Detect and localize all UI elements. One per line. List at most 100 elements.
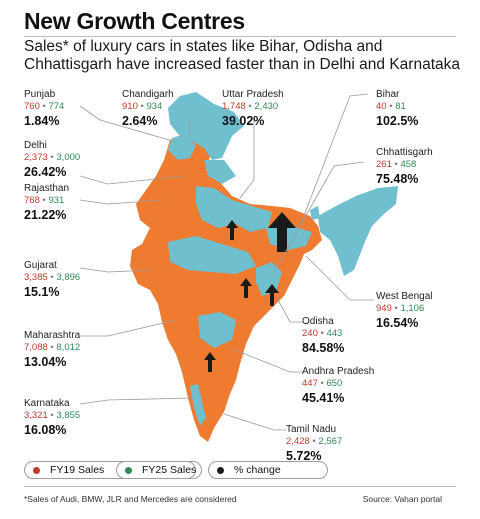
pct-value: 84.58: [302, 341, 334, 355]
state-values: 3,321 • 3,855: [24, 410, 80, 422]
separator: •: [42, 101, 46, 112]
fy19-value: 447: [302, 378, 318, 389]
sikkim-region: [310, 206, 320, 220]
pct-unit: %: [333, 341, 345, 355]
state-values: 760 • 774: [24, 101, 64, 113]
uttar-pradesh-region: [196, 186, 272, 232]
pct-change: 39.02%: [222, 113, 284, 129]
fy19-value: 40: [376, 101, 387, 112]
state-values: 949 • 1,106: [376, 303, 433, 315]
growth-arrows: [204, 212, 296, 372]
pct-change: 16.54%: [376, 315, 433, 331]
fy19-value: 1,748: [222, 101, 246, 112]
pct-value: 2.64: [122, 114, 147, 128]
state-name: West Bengal: [376, 291, 433, 302]
label-chandigarh: Chandigarh 910 • 934 2.64%: [122, 89, 174, 129]
label-tamil-nadu: Tamil Nadu 2,428 • 2,567 5.72%: [286, 424, 342, 464]
label-karnataka: Karnataka 3,321 • 3,855 16.08%: [24, 398, 80, 438]
state-values: 2,428 • 2,567: [286, 436, 342, 448]
pct-value: 45.41: [302, 391, 334, 405]
fy25-value: 3,000: [56, 152, 81, 163]
fy19-value: 2,428: [286, 436, 310, 447]
state-values: 40 • 81: [376, 101, 418, 113]
pct-change: 16.08%: [24, 422, 80, 438]
state-name: Gujarat: [24, 260, 57, 271]
state-name: Punjab: [24, 89, 56, 100]
pct-unit: %: [48, 114, 60, 128]
fy19-value: 3,385: [24, 272, 48, 283]
fy25-value: 443: [326, 328, 343, 339]
separator: •: [389, 101, 393, 112]
fy19-value: 949: [376, 303, 392, 314]
up-arrow-icon: [268, 212, 296, 252]
central-region: [168, 236, 256, 274]
separator: •: [320, 328, 324, 339]
legend-fy25: FY25 Sales: [116, 461, 202, 479]
pct-unit: %: [407, 172, 419, 186]
footnote: *Sales of Audi, BMW, JLR and Mercedes ar…: [24, 494, 237, 504]
pct-change: 1.84%: [24, 113, 64, 129]
legend-swatch-fy25: [125, 466, 132, 474]
north-region: [168, 92, 244, 160]
fy19-value: 240: [302, 328, 318, 339]
legend-swatch-change: [217, 466, 224, 474]
separator: •: [394, 159, 398, 170]
state-values: 768 • 931: [24, 195, 69, 207]
pct-value: 75.48: [376, 172, 408, 186]
pct-unit: %: [55, 423, 67, 437]
label-chhattisgarh: Chhattisgarh 261 • 458 75.48%: [376, 147, 433, 187]
state-values: 447 • 650: [302, 378, 374, 390]
northeast-region: [318, 186, 398, 276]
pct-unit: %: [333, 391, 345, 405]
state-name: Andhra Pradesh: [302, 366, 375, 377]
legend-swatch-fy19: [33, 466, 40, 474]
state-name: Delhi: [24, 140, 47, 151]
separator: •: [140, 101, 144, 112]
pct-unit: %: [407, 114, 419, 128]
pct-value: 39.02: [222, 114, 254, 128]
pct-value: 21.22: [24, 208, 56, 222]
fy25-value: 81: [395, 101, 406, 112]
footer-rule: [24, 486, 456, 487]
pct-unit: %: [55, 208, 67, 222]
state-values: 261 • 458: [376, 159, 433, 171]
up-arrow-icon: [226, 220, 238, 240]
fy25-value: 458: [400, 159, 417, 170]
separator: •: [312, 436, 316, 447]
title-rule: [24, 36, 456, 37]
legend-label-change: % change: [234, 464, 281, 476]
fy25-value: 3,896: [56, 272, 81, 283]
separator: •: [50, 410, 54, 421]
up-arrow-icon: [240, 278, 252, 298]
fy19-value: 3,321: [24, 410, 48, 421]
pct-value: 15.1: [24, 285, 49, 299]
pct-change: 75.48%: [376, 171, 433, 187]
fy25-value: 774: [48, 101, 65, 112]
pct-value: 16.54: [376, 316, 408, 330]
chhattisgarh-region: [256, 262, 282, 296]
separator: •: [42, 195, 46, 206]
fy25-value: 650: [326, 378, 343, 389]
label-bihar: Bihar 40 • 81 102.5%: [376, 89, 418, 129]
label-punjab: Punjab 760 • 774 1.84%: [24, 89, 64, 129]
fy19-value: 760: [24, 101, 40, 112]
pct-unit: %: [407, 316, 419, 330]
state-name: Maharashtra: [24, 330, 81, 341]
legend-label-fy19: FY19 Sales: [50, 464, 105, 476]
state-values: 910 • 934: [122, 101, 174, 113]
label-maharashtra: Maharashtra 7,088 • 8,012 13.04%: [24, 330, 80, 370]
label-gujarat: Gujarat 3,385 • 3,896 15.1%: [24, 260, 80, 300]
fy19-value: 768: [24, 195, 40, 206]
state-values: 7,088 • 8,012: [24, 342, 80, 354]
state-name: Karnataka: [24, 398, 70, 409]
separator: •: [50, 152, 54, 163]
fy25-value: 2,430: [254, 101, 279, 112]
pct-value: 5.72: [286, 449, 311, 463]
fy25-value: 3,855: [56, 410, 81, 421]
label-andhra-pradesh: Andhra Pradesh 447 • 650 45.41%: [302, 366, 374, 406]
fy25-value: 8,012: [56, 342, 81, 353]
fy25-value: 2,567: [318, 436, 343, 447]
separator: •: [50, 342, 54, 353]
pct-unit: %: [253, 114, 265, 128]
